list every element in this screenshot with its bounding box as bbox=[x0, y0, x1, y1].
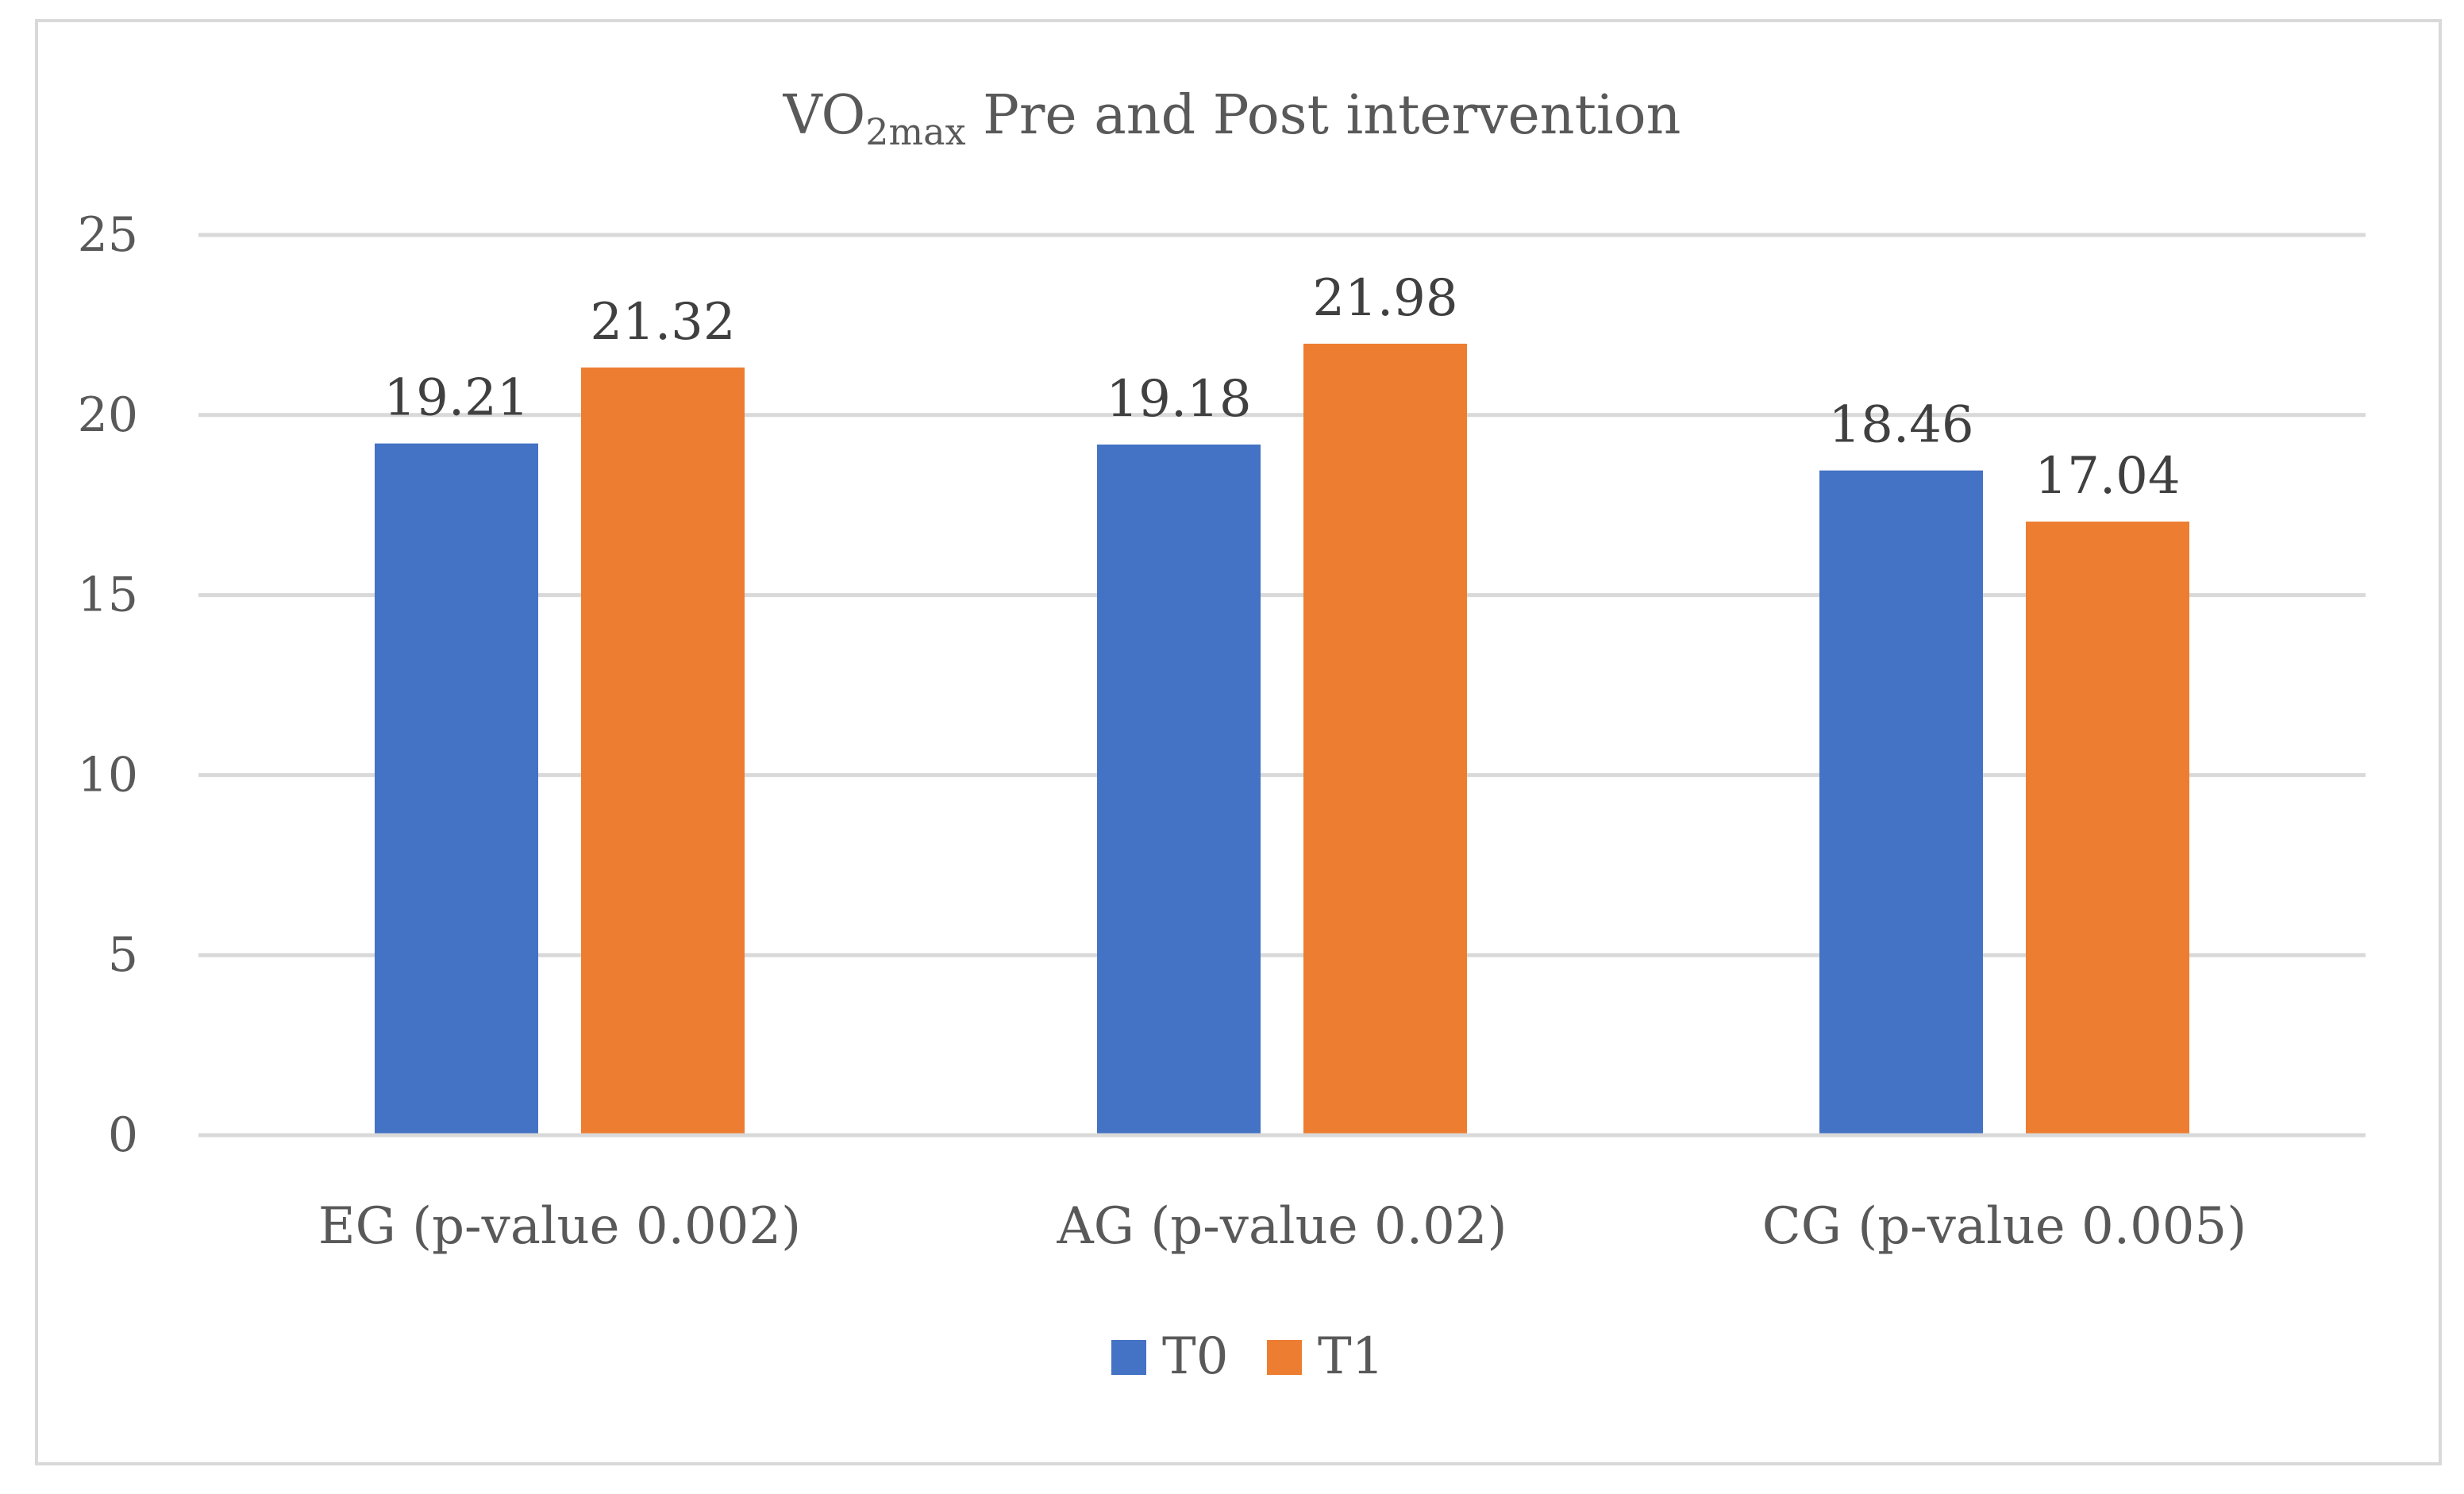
chart-title-rest: Pre and Post intervention bbox=[966, 84, 1681, 147]
y-tick-label-20: 20 bbox=[78, 387, 138, 443]
x-category-label-1: EG (p-value 0.002) bbox=[318, 1197, 801, 1256]
bar-T0-2 bbox=[1097, 444, 1261, 1135]
y-tick-label-25: 25 bbox=[78, 207, 138, 263]
bar-T1-1 bbox=[581, 367, 745, 1135]
legend-label-T0: T0 bbox=[1162, 1327, 1228, 1386]
y-tick-label-5: 5 bbox=[108, 927, 138, 983]
data-label-T0-1: 19.21 bbox=[383, 369, 529, 428]
data-label-T0-2: 19.18 bbox=[1106, 370, 1251, 429]
bar-T0-3 bbox=[1819, 470, 1983, 1135]
y-tick-label-0: 0 bbox=[108, 1107, 138, 1163]
data-label-T1-2: 21.98 bbox=[1312, 269, 1457, 328]
bar-T1-3 bbox=[2026, 522, 2189, 1135]
legend-label-T1: T1 bbox=[1318, 1327, 1384, 1386]
y-tick-label-15: 15 bbox=[78, 568, 138, 623]
data-label-T0-3: 18.46 bbox=[1828, 396, 1973, 455]
bar-T0-1 bbox=[375, 443, 538, 1135]
chart-title-main: VO bbox=[783, 84, 866, 147]
legend-swatch-T0 bbox=[1111, 1340, 1146, 1375]
axes: 0 5 10 15 20 25 EG (p-value 0.002) AG (p-value … bbox=[78, 207, 2366, 1256]
data-label-T1-3: 17.04 bbox=[2035, 447, 2180, 506]
data-labels: 19.21 21.32 19.18 21.98 18.46 17.04 bbox=[383, 269, 2180, 506]
bars bbox=[375, 343, 2189, 1136]
x-category-label-3: CG (p-value 0.005) bbox=[1762, 1197, 2246, 1256]
x-category-label-2: AG (p-value 0.02) bbox=[1057, 1197, 1507, 1256]
bar-T1-2 bbox=[1303, 343, 1467, 1136]
y-tick-label-10: 10 bbox=[78, 747, 138, 803]
legend-swatch-T1 bbox=[1267, 1340, 1302, 1375]
data-label-T1-1: 21.32 bbox=[590, 293, 735, 352]
legend: T0 T1 bbox=[1111, 1327, 1384, 1386]
chart-title: VO2max Pre and Post intervention bbox=[783, 84, 1681, 153]
chart-title-subscript: 2max bbox=[865, 110, 965, 153]
gridlines bbox=[198, 233, 2366, 957]
